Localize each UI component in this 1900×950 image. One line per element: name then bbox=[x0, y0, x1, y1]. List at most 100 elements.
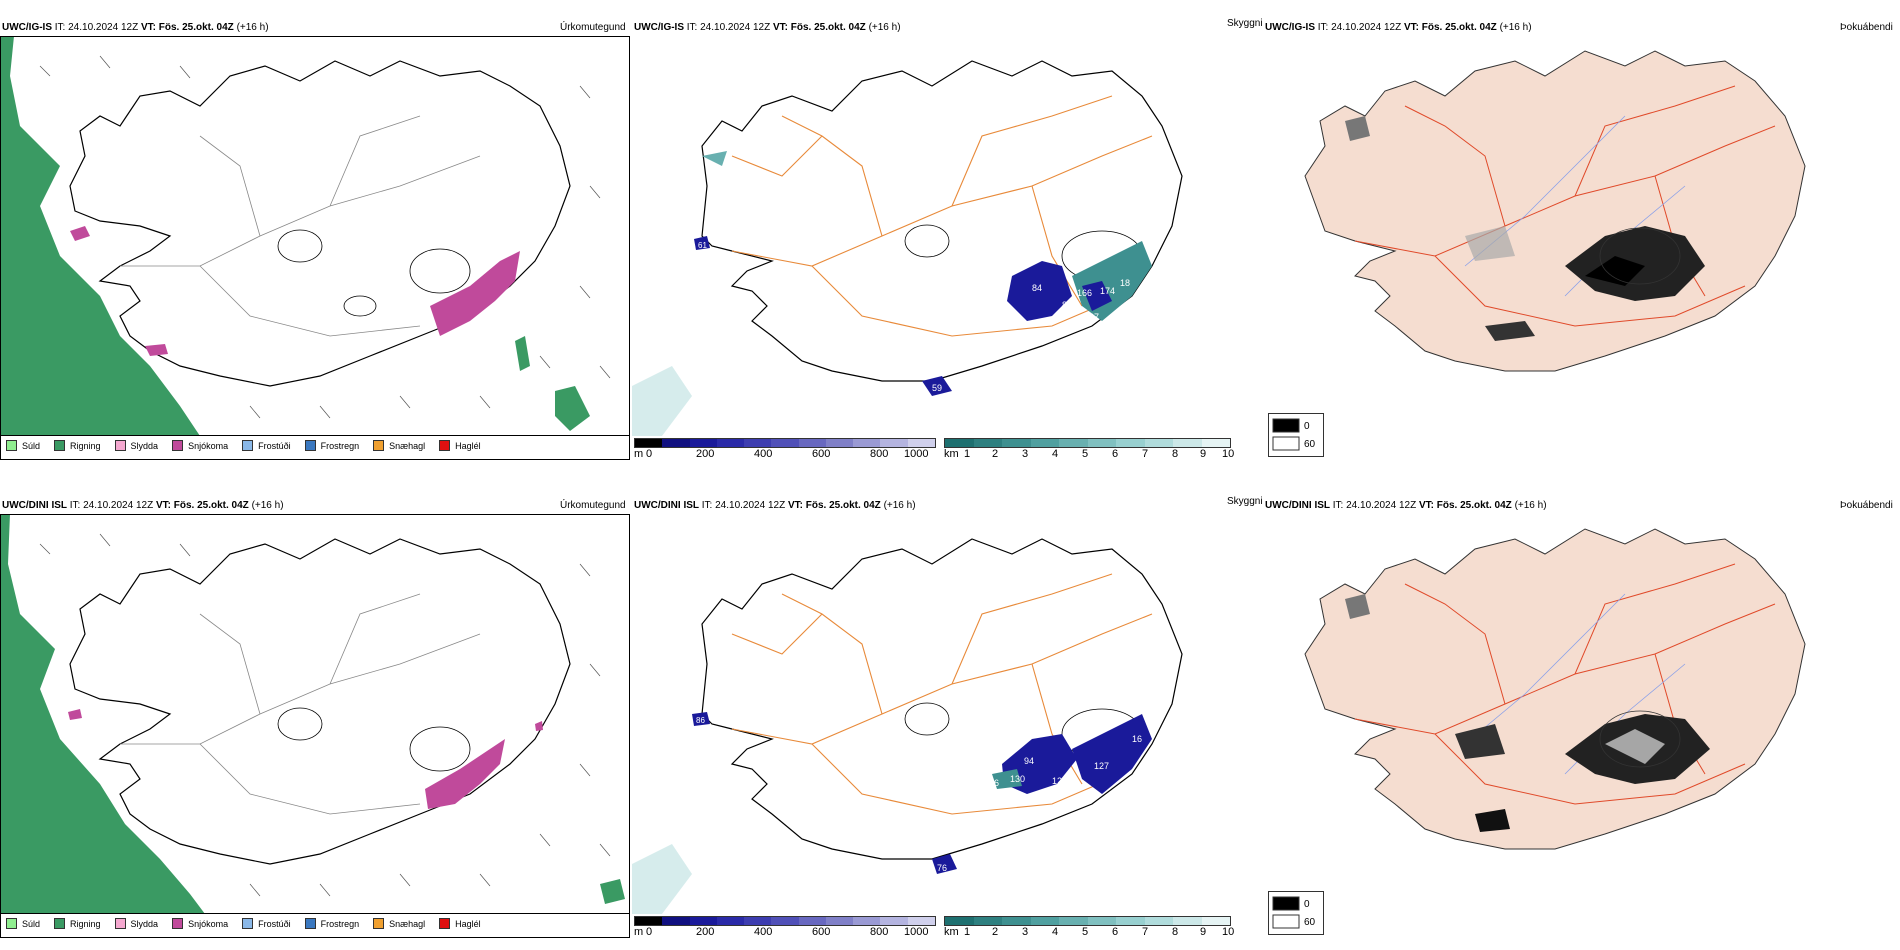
legend-item-sudl: Súld bbox=[6, 918, 40, 929]
legend-item-frostregn: Frostregn bbox=[304, 440, 359, 451]
colorbar-segment bbox=[771, 917, 799, 925]
colorbar-segment bbox=[635, 917, 663, 925]
colorbar-segment bbox=[798, 439, 826, 447]
colorbar-segment bbox=[945, 439, 974, 447]
precip-legend-border bbox=[0, 913, 630, 938]
vis-map[interactable]: 84 166 174 18 87 137 61 59 61 bbox=[632, 36, 1262, 436]
legend-item-haglel: Haglél bbox=[439, 440, 481, 451]
colorbar-segment bbox=[771, 439, 799, 447]
vis-panel-name: Skyggni bbox=[1227, 18, 1263, 29]
colorbar-segment bbox=[825, 917, 854, 925]
colorbar-segment bbox=[880, 917, 908, 925]
visibility-colorbar bbox=[944, 916, 1231, 926]
colorbar-segment bbox=[798, 917, 826, 925]
legend-item-snjokoma: Snjókoma bbox=[172, 918, 228, 929]
colorbar-segment bbox=[945, 917, 974, 925]
precip-legend: Súld Rigning Slydda Snjókoma Frostúði Fr… bbox=[6, 918, 495, 929]
colorbar-segment bbox=[716, 439, 745, 447]
colorbar-segment bbox=[1030, 439, 1059, 447]
colorbar-segment bbox=[907, 917, 935, 925]
cloud-label: 61 bbox=[698, 241, 707, 250]
fog-legend: 0 60 bbox=[1268, 413, 1324, 457]
fog-panel-name: Þokuábendi bbox=[1840, 500, 1893, 511]
legend-item-sudl: Súld bbox=[6, 440, 40, 451]
legend-item-snaehagl: Snæhagl bbox=[373, 918, 425, 929]
legend-item-frostudi: Frostúði bbox=[242, 440, 291, 451]
colorbar-segment bbox=[1144, 917, 1173, 925]
colorbar-segment bbox=[973, 439, 1002, 447]
legend-item-rigning: Rigning bbox=[54, 918, 101, 929]
colorbar-segment bbox=[1173, 917, 1202, 925]
fog-title: UWC/DINI ISL IT: 24.10.2024 12Z VT: Fös.… bbox=[1265, 500, 1547, 511]
cloud-label: 126 bbox=[984, 778, 999, 788]
colorbar-segment bbox=[1116, 439, 1145, 447]
fog-map[interactable] bbox=[1265, 36, 1900, 436]
cloud-base-colorbar bbox=[634, 916, 936, 926]
cloud-label: 94 bbox=[1024, 756, 1034, 766]
precip-map[interactable] bbox=[0, 36, 630, 436]
colorbar-segment bbox=[1144, 439, 1173, 447]
colorbar-segment bbox=[1002, 917, 1031, 925]
legend-item-slydda: Slydda bbox=[114, 918, 158, 929]
vis-map[interactable]: 94 130 120 127 16 126 97 76 86 bbox=[632, 514, 1262, 914]
colorbar-segment bbox=[1201, 917, 1230, 925]
cloud-label: 18 bbox=[1120, 278, 1130, 288]
colorbar-segment bbox=[662, 439, 690, 447]
fog-legend-label: 0 bbox=[1304, 421, 1310, 432]
colorbar-segment bbox=[853, 917, 881, 925]
vis-panel-name: Skyggni bbox=[1227, 496, 1263, 507]
colorbar-segment bbox=[1201, 439, 1230, 447]
precip-legend: Súld Rigning Slydda Snjókoma Frostúði Fr… bbox=[6, 440, 495, 451]
colorbar-segment bbox=[1173, 439, 1202, 447]
colorbar-segment bbox=[635, 439, 663, 447]
cloud-label: 130 bbox=[1010, 774, 1025, 784]
colorbar-segment bbox=[1030, 917, 1059, 925]
colorbar-segment bbox=[853, 439, 881, 447]
cloud-label: 120 bbox=[1052, 776, 1067, 786]
precip-panel-name: Úrkomutegund bbox=[560, 22, 626, 33]
colorbar-segment bbox=[689, 917, 717, 925]
row-2: UWC/DINI ISL IT: 24.10.2024 12Z VT: Fös.… bbox=[0, 478, 1900, 950]
colorbar-segment bbox=[662, 917, 690, 925]
colorbar-segment bbox=[1087, 917, 1116, 925]
precip-panel-name: Úrkomutegund bbox=[560, 500, 626, 511]
colorbar-segment bbox=[973, 917, 1002, 925]
precip-title: UWC/IG-IS IT: 24.10.2024 12Z VT: Fös. 25… bbox=[2, 22, 269, 33]
precip-legend-border bbox=[0, 435, 630, 460]
legend-item-snaehagl: Snæhagl bbox=[373, 440, 425, 451]
colorbar-segment bbox=[880, 439, 908, 447]
vis-title: UWC/IG-IS IT: 24.10.2024 12Z VT: Fös. 25… bbox=[634, 22, 901, 33]
cloud-base-colorbar bbox=[634, 438, 936, 448]
cloud-label: 76 bbox=[937, 863, 947, 873]
fog-title: UWC/IG-IS IT: 24.10.2024 12Z VT: Fös. 25… bbox=[1265, 22, 1532, 33]
cloud-label: 16 bbox=[1132, 734, 1142, 744]
cloud-label: 86 bbox=[696, 716, 705, 725]
colorbar-segment bbox=[744, 439, 772, 447]
cloud-label: 174 bbox=[1100, 286, 1115, 296]
fog-map[interactable] bbox=[1265, 514, 1900, 914]
colorbar-segment bbox=[1087, 439, 1116, 447]
legend-item-slydda: Slydda bbox=[114, 440, 158, 451]
legend-item-haglel: Haglél bbox=[439, 918, 481, 929]
colorbar-segment bbox=[716, 917, 745, 925]
colorbar-segment bbox=[907, 439, 935, 447]
cloud-label: 127 bbox=[1094, 761, 1109, 771]
cloud-label: 84 bbox=[1032, 283, 1042, 293]
legend-item-rigning: Rigning bbox=[54, 440, 101, 451]
colorbar-segment bbox=[825, 439, 854, 447]
cloud-label: 137 bbox=[1084, 312, 1099, 322]
cloud-label: 87 bbox=[1062, 300, 1072, 310]
fog-legend-label: 60 bbox=[1304, 439, 1316, 450]
vis-title: UWC/DINI ISL IT: 24.10.2024 12Z VT: Fös.… bbox=[634, 500, 916, 511]
legend-item-snjokoma: Snjókoma bbox=[172, 440, 228, 451]
cloud-label: 97 bbox=[917, 863, 927, 873]
precip-map[interactable] bbox=[0, 514, 630, 914]
colorbar-segment bbox=[1059, 917, 1088, 925]
fog-panel-name: Þokuábendi bbox=[1840, 22, 1893, 33]
row-1: UWC/IG-IS IT: 24.10.2024 12Z VT: Fös. 25… bbox=[0, 18, 1900, 460]
colorbar-segment bbox=[1002, 439, 1031, 447]
cloud-label: 59 bbox=[932, 383, 942, 393]
fog-legend-label: 60 bbox=[1304, 917, 1316, 928]
fog-legend-label: 0 bbox=[1304, 899, 1310, 910]
legend-item-frostregn: Frostregn bbox=[304, 918, 359, 929]
